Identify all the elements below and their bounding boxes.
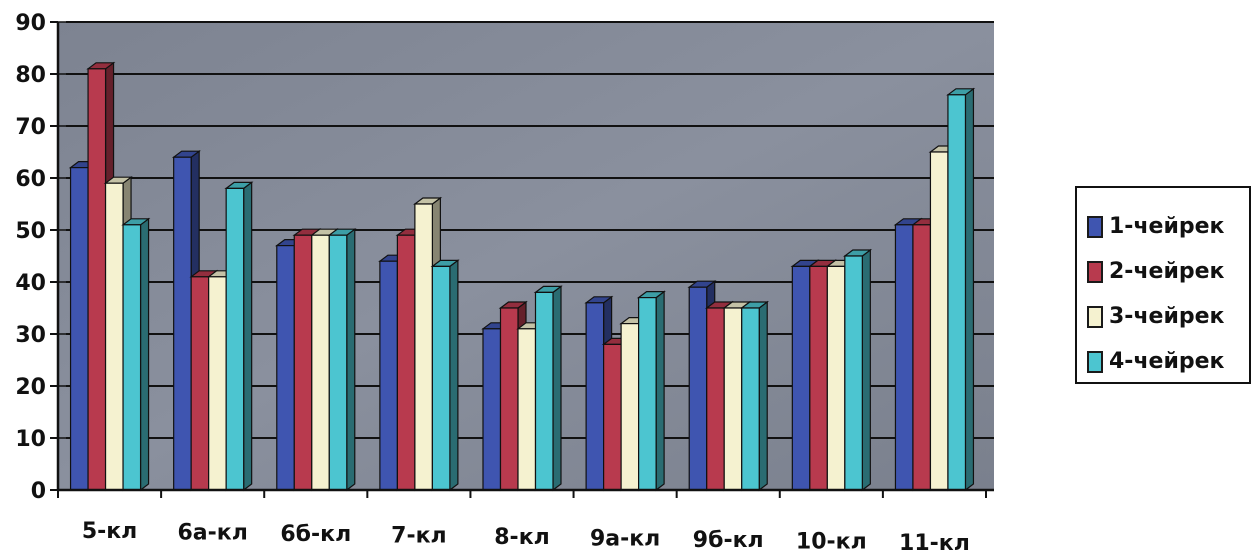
y-tick-label: 40 — [15, 271, 46, 296]
legend-entry: 1-чейрек — [1087, 204, 1249, 249]
y-tick-label: 80 — [15, 63, 46, 88]
y-tick-label: 0 — [31, 479, 46, 504]
bar — [636, 290, 666, 492]
legend-swatch — [1087, 260, 1103, 283]
bar — [224, 181, 254, 492]
legend-label: 1-чейрек — [1109, 214, 1225, 239]
x-tick-label: 10-кл — [796, 530, 867, 555]
bar — [946, 87, 976, 492]
bar — [533, 285, 563, 492]
legend-swatch — [1087, 305, 1103, 328]
x-tick-label: 9б-кл — [693, 528, 764, 553]
legend-swatch — [1087, 350, 1103, 373]
legend-label: 4-чейрек — [1109, 349, 1225, 374]
bars — [68, 61, 976, 492]
x-tick-label: 9а-кл — [590, 527, 660, 552]
legend: 1-чейрек 2-чейрек 3-чейрек 4-чейрек — [1075, 186, 1251, 384]
x-tick-label: 8-кл — [494, 525, 549, 550]
legend-entry: 4-чейрек — [1087, 339, 1249, 384]
y-tick-label: 60 — [15, 167, 46, 192]
x-tick-label: 7-кл — [391, 524, 446, 549]
legend-label: 2-чейрек — [1109, 259, 1225, 284]
legend-entry: 3-чейрек — [1087, 294, 1249, 339]
legend-entry: 2-чейрек — [1087, 249, 1249, 294]
legend-swatch — [1087, 215, 1103, 238]
x-tick-label: 11-кл — [899, 531, 970, 556]
y-tick-label: 50 — [15, 219, 46, 244]
y-tick-label: 10 — [15, 427, 46, 452]
y-tick-label: 30 — [15, 323, 46, 348]
bar — [430, 259, 460, 492]
x-tick-labels: 5-кл 6а-кл 6б-кл 7-кл 8-кл 9а-кл 9б-кл 10-кл 11-… — [82, 519, 970, 556]
bar — [327, 227, 357, 492]
y-tick-label: 20 — [15, 375, 46, 400]
y-tick-label: 70 — [15, 115, 46, 140]
bar — [121, 217, 151, 492]
y-tick-label: 90 — [15, 11, 46, 36]
bar — [843, 248, 873, 492]
bar — [739, 300, 770, 492]
y-tick-labels: 0 10 20 30 40 50 60 70 80 90 — [15, 11, 46, 504]
legend-label: 3-чейрек — [1109, 304, 1225, 329]
axes — [50, 21, 994, 498]
x-tick-label: 6б-кл — [280, 522, 351, 547]
x-tick-label: 5-кл — [82, 519, 137, 544]
x-tick-label: 6а-кл — [177, 521, 247, 546]
